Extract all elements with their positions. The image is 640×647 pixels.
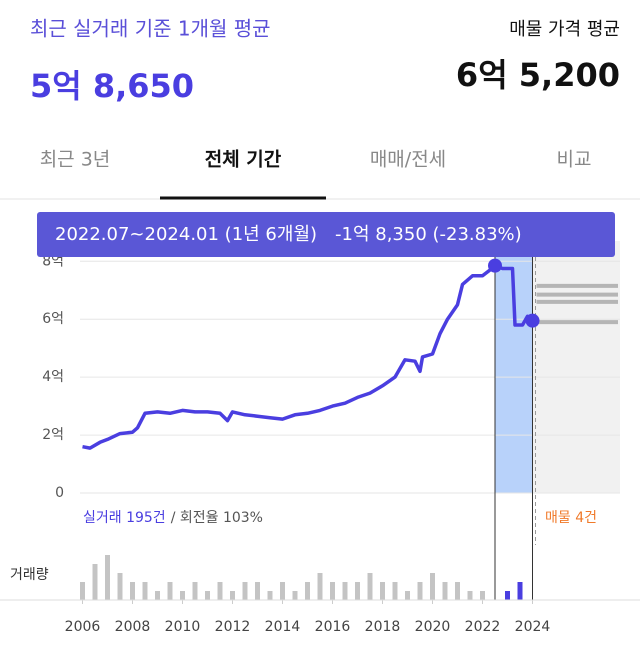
tab[interactable]: 비교	[557, 149, 592, 171]
volume-bar	[142, 582, 148, 600]
x-tick-label: 2016	[315, 619, 351, 635]
y-tick-label: 2억	[42, 427, 64, 443]
x-tick-label: 2014	[265, 619, 301, 635]
volume-bar	[92, 564, 98, 600]
x-tick-label: 2020	[415, 619, 451, 635]
volume-bar	[367, 573, 373, 600]
volume-bar	[317, 573, 323, 600]
volume-bar	[155, 591, 160, 600]
volume-bar	[80, 582, 85, 600]
tooltip-text: 2022.07~2024.01 (1년 6개월) -1억 8,350 (-23.8…	[55, 224, 522, 245]
volume-bar	[330, 582, 335, 600]
volume-bar	[342, 582, 348, 600]
future-area	[532, 241, 620, 493]
volume-bar	[267, 591, 273, 600]
tooltip-change: -1억 8,350 (-23.83%)	[335, 224, 522, 245]
price-line	[82, 263, 534, 450]
tooltip-box	[37, 212, 615, 257]
volume-bar	[117, 573, 123, 600]
right-price: 6억 5,200	[456, 56, 620, 94]
y-tick-label: 4억	[42, 369, 64, 385]
volume-bar	[442, 582, 448, 600]
tab-active[interactable]: 전체 기간	[205, 149, 282, 171]
x-tick-label: 2024	[515, 619, 551, 635]
x-tick-label: 2012	[215, 619, 251, 635]
plot: 0 2억 4억 6억 8억 2006 2008 2010 2012 2014 2016 2018 202…	[0, 241, 640, 635]
volume-bar	[205, 591, 210, 600]
volume-bar	[305, 582, 310, 600]
header-price: 5억 8,650	[30, 67, 194, 105]
volume-bar	[105, 555, 110, 600]
volume-bar	[355, 582, 360, 600]
deals-count: 실거래 195건	[83, 510, 166, 526]
volume-label: 거래량	[10, 567, 49, 583]
volume-bar	[255, 582, 260, 600]
x-tick-label: 2006	[65, 619, 101, 635]
volume-bar	[392, 582, 398, 600]
volume-bar	[230, 591, 235, 600]
volume-bar	[292, 591, 298, 600]
volume-bar	[455, 582, 460, 600]
x-tick-label: 2018	[365, 619, 401, 635]
header-title: 최근 실거래 기준 1개월 평균	[30, 17, 271, 41]
right-title: 매물 가격 평균	[509, 19, 620, 40]
tooltip: 2022.07~2024.01 (1년 6개월) -1억 8,350 (-23.8…	[37, 212, 615, 257]
volume-bar	[480, 591, 485, 600]
selection-point	[488, 258, 502, 273]
volume-bar	[430, 573, 435, 600]
volume-bar	[167, 582, 173, 600]
volume-bar	[405, 591, 410, 600]
deals-legend: 실거래 195건 / 회전율 103%	[83, 510, 263, 526]
volume-bar	[380, 582, 385, 600]
y-tick-label: 8억	[42, 253, 64, 269]
volume-bar	[417, 582, 423, 600]
x-tick-label: 2010	[165, 619, 201, 635]
tab[interactable]: 최근 3년	[40, 149, 111, 171]
volume-bar	[505, 591, 510, 600]
volume-bar	[467, 591, 473, 600]
volume-bar	[517, 582, 523, 600]
volume-bar	[242, 582, 248, 600]
y-tick-label: 6억	[42, 311, 64, 327]
turnover: / 회전율 103%	[171, 510, 263, 526]
y-tick-label: 0	[55, 485, 64, 501]
volume-bar	[130, 582, 135, 600]
tooltip-range: 2022.07~2024.01 (1년 6개월)	[55, 224, 317, 245]
volume-bar	[217, 582, 223, 600]
listings-count: 매물 4건	[545, 510, 597, 526]
tab[interactable]: 매매/전세	[370, 149, 446, 171]
x-tick-label: 2008	[115, 619, 151, 635]
x-tick-label: 2022	[465, 619, 501, 635]
volume-bar	[192, 582, 198, 600]
selection-point	[525, 313, 540, 328]
volume-bar	[180, 591, 185, 600]
volume-bar	[280, 582, 285, 600]
